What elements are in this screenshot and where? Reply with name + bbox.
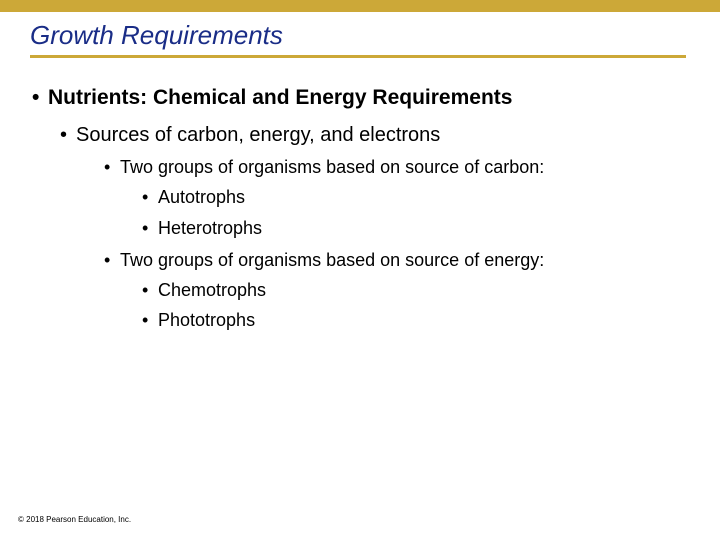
copyright-text: © 2018 Pearson Education, Inc. [18, 515, 131, 524]
bullet-lvl3: •Two groups of organisms based on source… [104, 155, 690, 179]
bullet-lvl4: •Chemotrophs [142, 278, 690, 302]
bullet-lvl4: •Heterotrophs [142, 216, 690, 240]
lvl4b-text: Heterotrophs [158, 218, 262, 238]
accent-top-bar [0, 0, 720, 12]
lvl3b-text: Two groups of organisms based on source … [120, 250, 544, 270]
lvl1-text: Nutrients: Chemical and Energy Requireme… [48, 86, 512, 109]
bullet-lvl4: •Phototrophs [142, 308, 690, 332]
lvl4c-text: Chemotrophs [158, 280, 266, 300]
lvl3a-text: Two groups of organisms based on source … [120, 157, 544, 177]
lvl4d-text: Phototrophs [158, 310, 255, 330]
lvl2-text: Sources of carbon, energy, and electrons [76, 124, 440, 146]
bullet-lvl1: •Nutrients: Chemical and Energy Requirem… [32, 86, 690, 110]
lvl4a-text: Autotrophs [158, 187, 245, 207]
bullet-lvl3: •Two groups of organisms based on source… [104, 248, 690, 272]
bullet-lvl2: •Sources of carbon, energy, and electron… [60, 124, 690, 147]
slide-title: Growth Requirements [0, 12, 720, 55]
bullet-lvl4: •Autotrophs [142, 185, 690, 209]
slide-content: •Nutrients: Chemical and Energy Requirem… [0, 58, 720, 333]
